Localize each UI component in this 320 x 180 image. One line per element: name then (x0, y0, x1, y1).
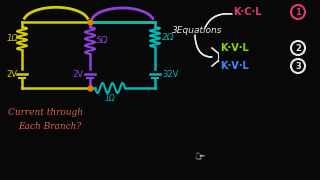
Text: 2: 2 (295, 44, 301, 53)
Text: 1Ω: 1Ω (6, 34, 18, 43)
Text: K·V·L: K·V·L (220, 61, 249, 71)
Text: Current through: Current through (8, 108, 83, 117)
Text: 32V: 32V (162, 69, 178, 78)
Text: 2V: 2V (6, 69, 18, 78)
Text: 2V: 2V (73, 69, 84, 78)
Text: 2Ω: 2Ω (162, 33, 174, 42)
Text: 3: 3 (295, 62, 301, 71)
Text: ☞: ☞ (193, 151, 207, 165)
Text: Each Branch?: Each Branch? (18, 122, 81, 131)
Text: K·V·L: K·V·L (220, 43, 249, 53)
Text: K·C·L: K·C·L (233, 7, 261, 17)
Text: 3Equations: 3Equations (172, 26, 222, 35)
Text: 5Ω: 5Ω (96, 36, 108, 45)
Text: 1: 1 (295, 8, 301, 17)
Text: 1Ω: 1Ω (105, 93, 116, 102)
